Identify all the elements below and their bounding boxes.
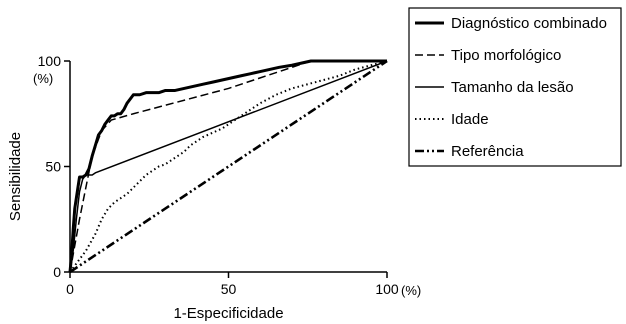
y-tick-label: 100	[38, 53, 62, 69]
series-line-tamanho-da-lesao	[69, 60, 388, 273]
legend-label: Idade	[451, 111, 489, 128]
series-line-tipo-morfologico	[69, 60, 387, 273]
x-axis-title: 1-Especificidade	[173, 305, 283, 322]
legend-label: Referência	[451, 143, 524, 160]
y-unit-label: (%)	[33, 71, 53, 86]
legend-label: Tipo morfológico	[451, 47, 561, 64]
x-tick-label: 0	[66, 281, 74, 297]
series-line-referencia	[69, 59, 388, 274]
x-tick-label: 50	[221, 281, 237, 297]
legend-label: Diagnóstico combinado	[451, 15, 607, 32]
series-layer	[68, 59, 388, 274]
y-axis-title: Sensibilidade	[7, 132, 24, 221]
legend: Diagnóstico combinado Tipo morfológico Tam…	[408, 7, 622, 167]
y-tick-label: 0	[53, 264, 61, 280]
x-unit-label: (%)	[401, 283, 421, 298]
y-tick-label: 50	[45, 159, 61, 175]
legend-box	[408, 7, 622, 167]
legend-label: Tamanho da lesão	[451, 79, 574, 96]
x-tick-label: 100	[375, 281, 399, 297]
